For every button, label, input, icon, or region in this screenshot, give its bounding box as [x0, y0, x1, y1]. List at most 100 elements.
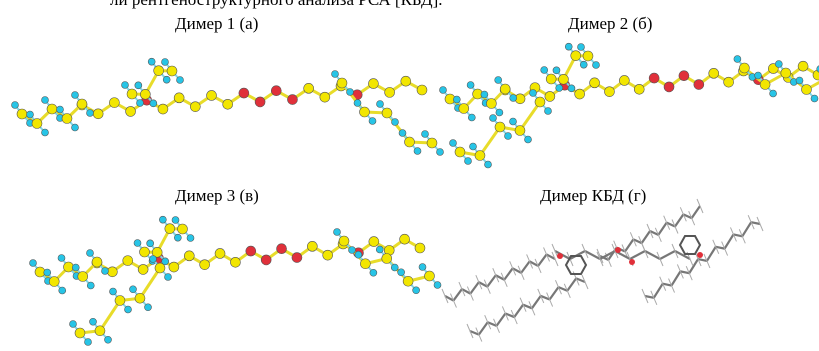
- bond: [657, 234, 662, 243]
- bond: [478, 281, 488, 288]
- bond: [697, 258, 708, 262]
- atom: [424, 270, 435, 282]
- atom: [454, 146, 466, 158]
- atom: [144, 303, 152, 312]
- bond: [450, 293, 454, 301]
- atom: [381, 107, 393, 119]
- atom: [474, 150, 486, 161]
- bond: [520, 260, 531, 274]
- atom: [399, 233, 410, 245]
- bond: [546, 292, 551, 300]
- atom: [524, 135, 532, 144]
- atom: [375, 245, 384, 254]
- bond: [629, 232, 634, 240]
- atom: [94, 325, 106, 337]
- atom: [109, 287, 117, 296]
- atom: [769, 89, 777, 98]
- bond: [712, 239, 717, 247]
- atom: [46, 103, 58, 115]
- atom: [157, 103, 169, 115]
- bond: [461, 288, 471, 295]
- bond: [662, 283, 667, 291]
- bond: [503, 267, 514, 281]
- atom: [183, 250, 195, 262]
- atom: [107, 266, 118, 278]
- bond: [682, 214, 687, 222]
- atom: [495, 108, 504, 117]
- bond: [671, 243, 676, 252]
- atom: [458, 103, 470, 114]
- bond: [581, 274, 586, 283]
- bond: [690, 205, 701, 219]
- bond: [575, 278, 580, 286]
- bond: [528, 301, 533, 309]
- bond: [444, 295, 449, 304]
- bond: [685, 266, 690, 274]
- atom: [544, 91, 556, 102]
- bond: [486, 274, 497, 288]
- bond: [599, 258, 604, 267]
- bond: [509, 261, 514, 269]
- bond: [738, 229, 743, 237]
- bond: [654, 227, 659, 236]
- atom: [678, 70, 690, 82]
- atom: [368, 78, 379, 89]
- bond: [537, 253, 548, 267]
- atom: [238, 87, 250, 99]
- bond: [691, 217, 696, 226]
- atom: [122, 255, 134, 266]
- atom: [582, 50, 594, 62]
- atom: [353, 99, 362, 107]
- bond: [534, 258, 539, 267]
- atom: [398, 129, 407, 137]
- bond: [611, 243, 616, 252]
- bond: [747, 214, 752, 223]
- bond: [653, 297, 658, 306]
- bond: [640, 230, 651, 244]
- bond: [441, 288, 446, 297]
- bond: [558, 286, 562, 295]
- atom: [71, 123, 79, 132]
- atom: [125, 106, 136, 117]
- bond: [501, 306, 506, 314]
- atom: [369, 268, 378, 277]
- atom: [558, 74, 569, 85]
- atom: [418, 263, 427, 271]
- atom: [545, 73, 557, 85]
- atom: [514, 125, 526, 136]
- atom: [384, 87, 395, 98]
- ring: [564, 255, 588, 275]
- bond: [741, 221, 753, 237]
- bond: [531, 295, 542, 309]
- bond: [563, 283, 568, 291]
- atom: [147, 57, 156, 66]
- bond: [632, 239, 637, 247]
- bond: [584, 250, 601, 260]
- atom: [153, 65, 164, 76]
- atom: [555, 84, 564, 92]
- bond: [646, 223, 651, 232]
- atom: [137, 264, 149, 275]
- bond: [656, 251, 661, 260]
- bond: [706, 260, 711, 269]
- atom: [733, 55, 742, 63]
- bond: [599, 250, 616, 260]
- atom: [77, 271, 89, 282]
- atom: [421, 130, 429, 138]
- bond: [581, 243, 586, 252]
- atom: [648, 72, 660, 84]
- bond: [458, 281, 463, 290]
- atom: [412, 286, 420, 295]
- atom: [509, 94, 518, 102]
- atom: [348, 246, 356, 254]
- atom: [504, 132, 512, 140]
- bond: [551, 251, 556, 260]
- atom: [404, 136, 415, 148]
- bond: [696, 198, 701, 207]
- atom: [121, 81, 129, 89]
- atom: [723, 76, 734, 88]
- bond: [575, 277, 586, 284]
- bond: [478, 281, 483, 290]
- atom: [254, 96, 266, 108]
- bond: [478, 334, 483, 342]
